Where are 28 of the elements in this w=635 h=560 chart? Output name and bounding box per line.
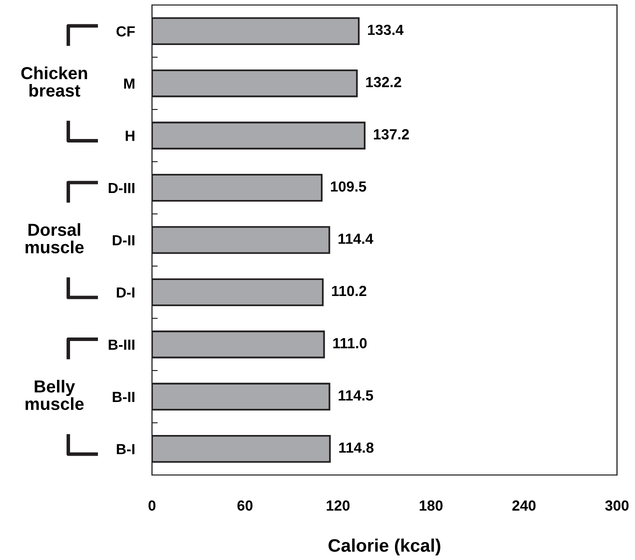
- y-tick-label: D-II: [112, 235, 134, 246]
- x-tick-label: 240: [512, 500, 536, 511]
- text: Dorsal muscle: [26, 223, 84, 254]
- data-label: 114.5: [338, 390, 374, 401]
- data-label: 110.2: [332, 286, 366, 296]
- data-label: 114.4: [338, 234, 374, 244]
- data-label: 109.5: [330, 181, 366, 192]
- x-tick-label: 300: [605, 500, 629, 511]
- data-label: 133.4: [368, 24, 404, 36]
- y-tick-label: CF: [116, 26, 135, 37]
- y-tick-label: B-II: [112, 392, 134, 402]
- text: Belly muscle: [26, 380, 84, 410]
- x-axis-title: Calorie (kcal): [328, 538, 440, 556]
- y-tick-label: B-III: [108, 340, 134, 350]
- y-tick-label: B-I: [116, 444, 134, 454]
- data-label: 114.8: [339, 442, 374, 453]
- x-tick-label: 180: [420, 500, 443, 511]
- y-tick-label: D-III: [108, 183, 134, 194]
- data-label: 132.2: [366, 76, 402, 88]
- y-tick-label: M: [124, 78, 134, 89]
- x-tick-label: 120: [326, 500, 350, 511]
- x-tick-label: 0: [148, 500, 156, 511]
- x-tick-label: 60: [237, 500, 253, 511]
- data-label: 137.2: [374, 129, 409, 140]
- y-tick-label: H: [126, 130, 134, 141]
- y-tick-label: D-I: [116, 287, 134, 298]
- text: Chicken breast: [21, 66, 88, 97]
- data-label: 111.0: [333, 338, 367, 348]
